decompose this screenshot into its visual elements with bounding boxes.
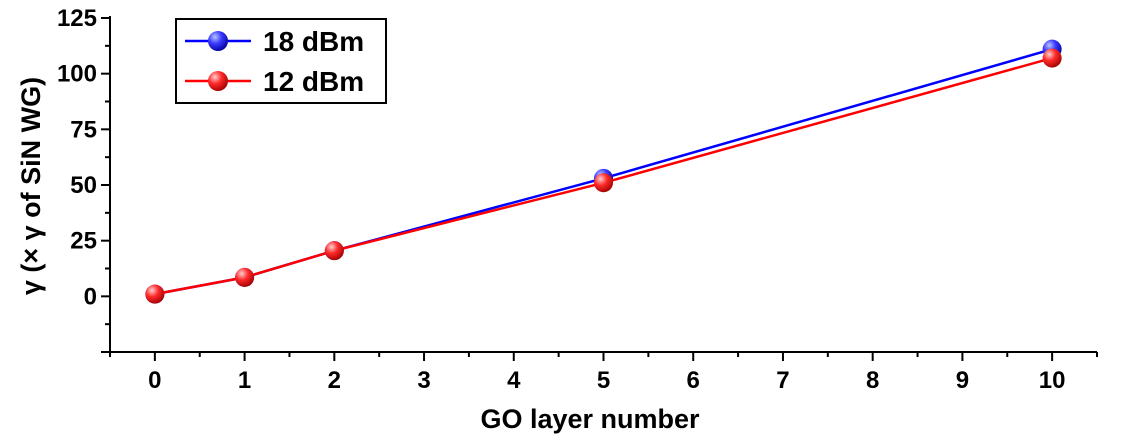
- y-tick-label: 125: [57, 5, 97, 32]
- legend-label: 18 dBm: [263, 26, 364, 57]
- legend-marker: [208, 31, 228, 51]
- x-tick-label: 4: [507, 367, 521, 394]
- data-point: [324, 241, 344, 261]
- y-tick-label: 25: [70, 228, 97, 255]
- legend: 18 dBm 12 dBm: [175, 18, 387, 104]
- series-2: [145, 48, 1062, 304]
- y-tick-label: 100: [57, 61, 97, 88]
- x-tick-label: 2: [328, 367, 341, 394]
- legend-label: 12 dBm: [263, 66, 364, 97]
- x-tick-label: 10: [1039, 367, 1066, 394]
- data-point: [1042, 48, 1062, 68]
- series-group: [145, 39, 1062, 304]
- x-tick-label: 5: [597, 367, 610, 394]
- x-axis-title: GO layer number: [480, 404, 700, 434]
- x-tick-label: 9: [956, 367, 969, 394]
- x-tick-label: 0: [148, 367, 161, 394]
- y-tick-label: 50: [70, 172, 97, 199]
- y-axis-title: γ (× γ of SiN WG): [16, 77, 46, 295]
- x-tick-label: 1: [238, 367, 251, 394]
- legend-marker: [208, 71, 228, 91]
- data-point: [145, 284, 165, 304]
- legend-box: [175, 18, 387, 104]
- data-point: [594, 173, 613, 193]
- x-tick-label: 7: [776, 367, 789, 394]
- y-tick-label: 0: [84, 283, 97, 310]
- y-tick-label: 75: [70, 116, 97, 143]
- x-tick-label: 6: [687, 367, 700, 394]
- x-tick-label: 8: [866, 367, 879, 394]
- data-point: [235, 267, 255, 287]
- x-tick-label: 3: [417, 367, 430, 394]
